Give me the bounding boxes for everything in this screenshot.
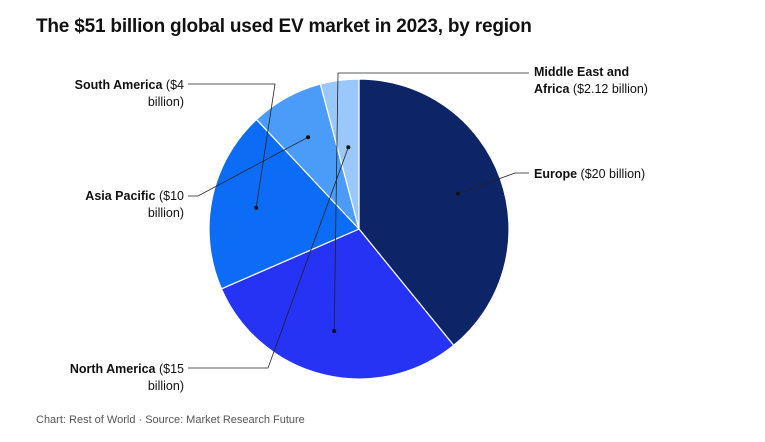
label-south-america-name: South America (74, 78, 163, 92)
label-north-america-name: North America (69, 362, 156, 376)
leader-lines (188, 72, 529, 369)
label-europe: Europe ($20 billion) (534, 166, 645, 183)
leader-line-middle-east-and-africa (188, 147, 349, 369)
leader-dot-middle-east-and-africa (346, 145, 351, 150)
label-mea-name-line1: Middle East and (534, 65, 630, 79)
label-mea-name-line2: Africa (534, 82, 570, 96)
label-middle-east-africa: Middle East and Africa ($2.12 billion) (534, 64, 648, 98)
label-south-america-value-2: billion) (147, 95, 184, 109)
label-north-america-value-1: ($15 (158, 362, 184, 376)
label-north-america-value-2: billion) (147, 379, 184, 393)
label-south-america-value-1: ($4 (165, 78, 184, 92)
label-asia-pacific-name: Asia Pacific (85, 189, 156, 203)
label-north-america: North America ($15 billion) (40, 361, 184, 395)
label-europe-name: Europe (534, 167, 578, 181)
leader-line-asia-pacific (188, 83, 276, 208)
pie-slices (208, 78, 510, 380)
label-mea-value: ($2.12 billion) (572, 82, 648, 96)
chart-title: The $51 billion global used EV market in… (36, 16, 532, 37)
label-asia-pacific-value-2: billion) (147, 206, 184, 220)
leader-line-south-america (188, 136, 309, 197)
label-asia-pacific-value-1: ($10 (158, 189, 184, 203)
leader-dot-europe (455, 191, 460, 196)
pie-slice-north-america (220, 228, 455, 380)
label-europe-value: ($20 billion) (580, 167, 646, 181)
label-south-america: South America ($4 billion) (40, 77, 184, 111)
label-asia-pacific: Asia Pacific ($10 billion) (40, 188, 184, 222)
leader-dot-north-america (332, 329, 337, 333)
pie-slice-asia-pacific (208, 118, 361, 290)
leader-dot-south-america (306, 135, 311, 140)
leader-dot-asia-pacific (254, 205, 259, 210)
pie-slice-middle-east-and-africa (319, 78, 360, 230)
chart-footer: Chart: Rest of World · Source: Market Re… (36, 414, 305, 426)
leader-line-europe (457, 172, 529, 195)
leader-line-north-america (333, 72, 529, 332)
